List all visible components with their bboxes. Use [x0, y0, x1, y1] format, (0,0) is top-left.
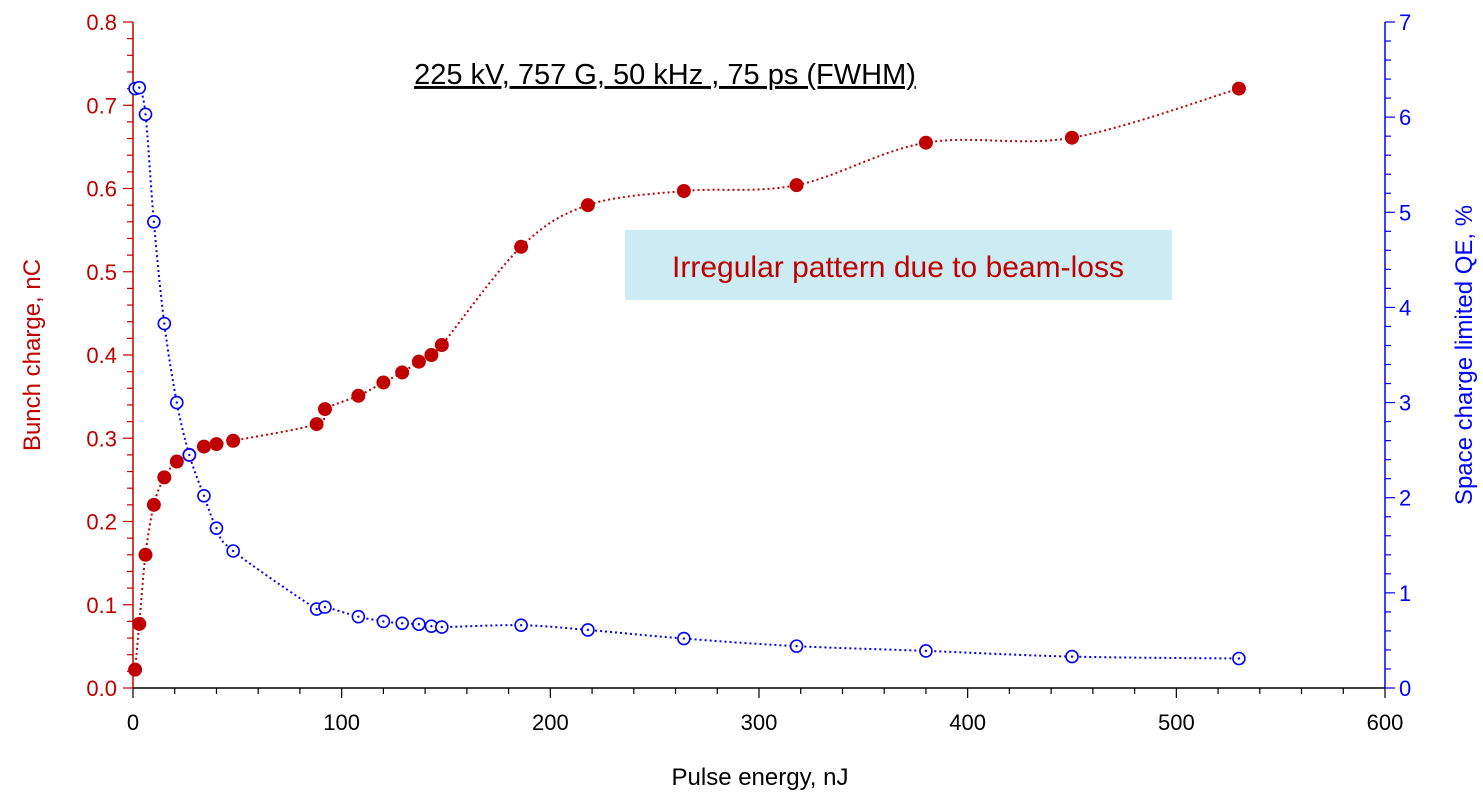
y-left-tick-label: 0.5: [86, 260, 117, 285]
qe-point-center: [323, 605, 327, 609]
x-tick-label: 500: [1158, 710, 1195, 735]
bunch-charge-point: [128, 662, 143, 677]
bunch-charge-point: [196, 439, 211, 454]
series: [128, 80, 1246, 677]
qe-point-center: [417, 623, 421, 626]
qe-point-center: [315, 607, 318, 611]
bunch-charge-point: [411, 354, 426, 369]
qe-point-center: [519, 624, 523, 627]
qe-point-center: [586, 628, 590, 632]
bunch-charge-point: [226, 433, 241, 448]
qe-line: [134, 84, 1239, 660]
qe-point-center: [1237, 657, 1241, 660]
bunch-charge-point: [317, 402, 332, 417]
y-left-tick-label: 0.7: [86, 93, 117, 118]
qe-point-center: [440, 625, 444, 629]
bunch-charge-point: [146, 497, 161, 512]
y-left-tick-label: 0.0: [86, 676, 117, 701]
x-tick-label: 100: [323, 710, 360, 735]
bunch-charge-point: [1231, 81, 1246, 96]
bunch-charge-point: [580, 198, 595, 213]
qe-series: [128, 80, 1246, 666]
x-tick-label: 0: [127, 710, 139, 735]
axes: 0 100 200 300 400 500 600 0.0 0.1 0.2 0.3 0.4 0.5 0.6…: [86, 10, 1411, 735]
qe-point-center: [682, 637, 686, 640]
qe-point-center: [138, 86, 141, 89]
bunch-charge-point: [395, 365, 410, 380]
qe-point-center: [924, 649, 928, 653]
qe-point-center: [215, 526, 218, 530]
bunch-charge-point: [209, 437, 224, 452]
annotation-box: [625, 230, 1172, 300]
qe-point-center: [1070, 655, 1074, 658]
y-left-tick-label: 0.1: [86, 593, 117, 618]
qe-point-center: [795, 644, 798, 648]
y-left-tick-label: 0.8: [86, 10, 117, 35]
qe-point-center: [163, 322, 166, 325]
y-right-tick-label: 6: [1399, 105, 1411, 130]
y-right-tick-label: 7: [1399, 10, 1411, 35]
bunch-charge-series: [128, 81, 1246, 677]
bunch-charge-point: [376, 375, 391, 390]
x-axis-title: Pulse energy, nJ: [672, 764, 849, 791]
bunch-charge-point: [309, 417, 324, 432]
annotation-label: Irregular pattern due to beam-loss: [672, 251, 1124, 284]
x-tick-label: 400: [949, 710, 986, 735]
qe-point-center: [188, 453, 191, 457]
y-left-axis-title: Bunch charge, nC: [19, 259, 46, 451]
y-right-tick-label: 2: [1399, 486, 1411, 511]
qe-point-center: [382, 620, 385, 623]
y-right-tick-label: 4: [1399, 295, 1411, 320]
qe-point-center: [231, 549, 235, 553]
bunch-charge-point: [789, 178, 804, 193]
bunch-charge-point: [351, 388, 366, 403]
bunch-charge-point: [138, 547, 153, 562]
bunch-charge-point: [1065, 130, 1079, 145]
bunch-charge-line: [134, 87, 1240, 670]
y-left-tick-label: 0.6: [86, 177, 117, 202]
bunch-charge-point: [424, 348, 439, 362]
qe-point-center: [400, 622, 404, 625]
qe-point-center: [430, 624, 433, 628]
bunch-charge-point: [676, 183, 691, 198]
qe-point-center: [152, 220, 156, 223]
bunch-charge-point: [918, 135, 933, 150]
bunch-charge-point: [132, 616, 147, 631]
bunch-charge-point: [157, 470, 172, 485]
y-left-tick-label: 0.4: [86, 343, 117, 368]
y-right-tick-label: 0: [1399, 676, 1411, 701]
x-tick-label: 200: [532, 710, 569, 735]
y-left-tick-label: 0.3: [86, 426, 117, 451]
bunch-charge-point: [434, 338, 449, 353]
chart-title: 225 kV, 757 G, 50 kHz , 75 ps (FWHM): [414, 59, 916, 91]
x-tick-label: 300: [741, 710, 778, 735]
qe-point-center: [357, 615, 360, 618]
qe-point-center: [144, 113, 147, 116]
qe-point-center: [175, 401, 179, 404]
x-tick-label: 600: [1367, 710, 1404, 735]
y-right-axis-title: Space charge limited QE, %: [1451, 205, 1478, 505]
y-left-tick-label: 0.2: [86, 510, 117, 535]
qe-point-center: [202, 494, 206, 498]
y-right-tick-label: 1: [1399, 581, 1411, 606]
bunch-charge-point: [514, 239, 529, 254]
bunch-charge-point: [169, 454, 184, 469]
y-right-tick-label: 5: [1399, 200, 1411, 225]
y-right-tick-label: 3: [1399, 391, 1411, 416]
